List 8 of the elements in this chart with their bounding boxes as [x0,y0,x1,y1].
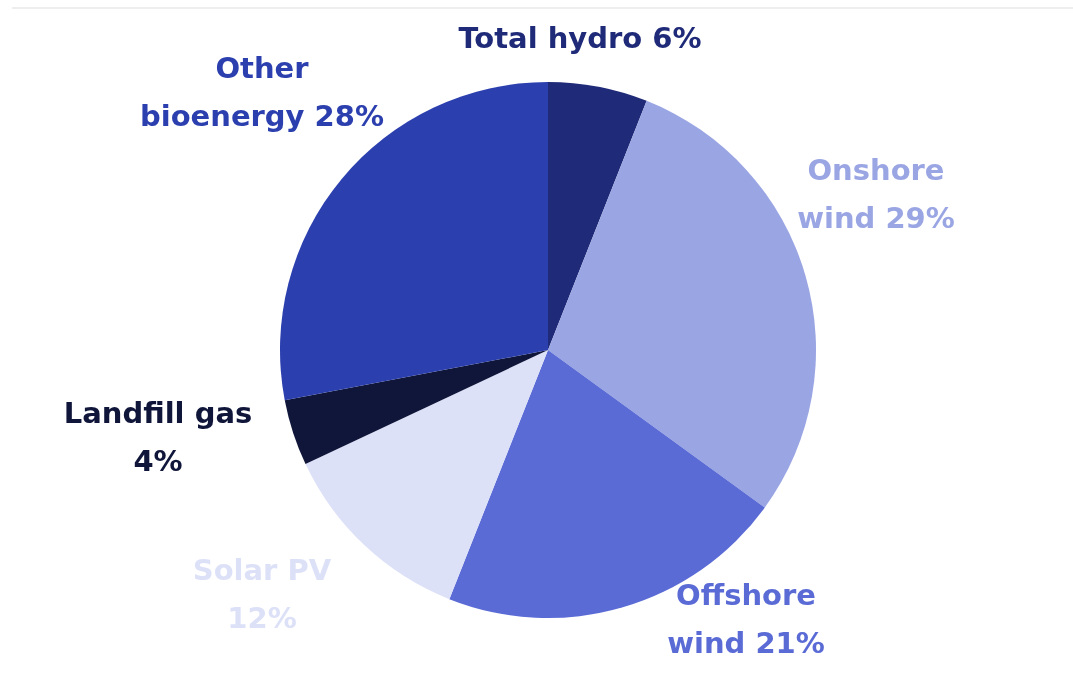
slice-label: Landfill gas [63,396,253,430]
data-label: 4% [133,443,183,478]
slice-label: Onshore wind 29% [797,153,955,235]
slice-label: Offshore wind 21% [667,578,825,660]
pie-slice [548,82,647,350]
pie-slice [284,350,548,465]
slice-label: Total hydro 6% [458,21,702,55]
slice-label: Other bioenergy 28% [139,51,385,133]
